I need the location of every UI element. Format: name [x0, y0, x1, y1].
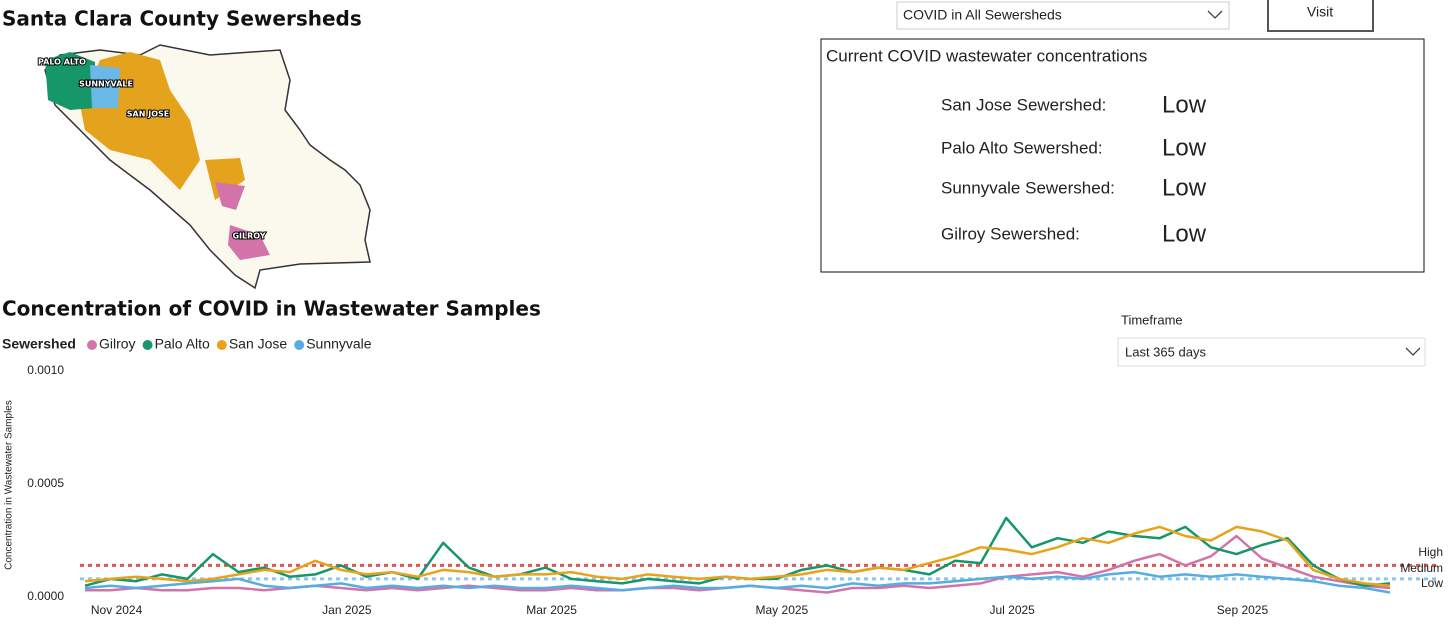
y-axis-label: Concentration in Wastewater Samples	[4, 400, 15, 570]
chevron[interactable]	[1207, 10, 1223, 19]
sewershed-name: Palo Alto Sewershed:	[941, 138, 1103, 157]
status-rows: San Jose Sewershed: Low Palo Alto Sewershe…	[941, 91, 1207, 247]
sewershed-name: Sunnyvale Sewershed:	[941, 178, 1115, 197]
x-tick-label: Mar 2025	[526, 603, 577, 617]
x-tick-label: Nov 2024	[91, 603, 143, 617]
status-box	[820, 38, 1425, 273]
y-tick-label: 0.0010	[27, 363, 64, 377]
threshold-label: Medium	[1400, 561, 1443, 575]
legend-marker	[142, 340, 153, 350]
visit-button[interactable]: Visit	[1267, 0, 1374, 32]
series-line	[84, 525, 1391, 587]
status-title: Current COVID wastewater concentrations	[826, 46, 1147, 65]
legend-marker	[294, 340, 305, 350]
legend-label: Palo Alto	[155, 336, 210, 352]
map-label: GILROY	[232, 232, 265, 241]
legend-marker	[87, 340, 97, 350]
legend-label: San Jose	[229, 336, 288, 352]
legend-label: Sunnyvale	[306, 336, 372, 352]
y-tick-label: 0.0005	[27, 476, 64, 490]
map-label: PALO ALTO	[38, 58, 86, 67]
concentration-level: Low	[1162, 174, 1207, 201]
button-label[interactable]: Visit	[1307, 4, 1333, 20]
dropdown-value[interactable]: Last 365 days	[1125, 344, 1206, 359]
chart-title: Concentration of COVID in Wastewater Sam…	[2, 297, 541, 321]
timeframe-label: Timeframe	[1121, 312, 1183, 327]
concentration-level: Low	[1162, 134, 1207, 161]
x-tick-label: Jul 2025	[989, 603, 1035, 617]
legend-marker	[216, 340, 227, 350]
dropdown-box[interactable]	[896, 1, 1230, 30]
legend-label: Gilroy	[99, 336, 136, 352]
x-tick-label: Sep 2025	[1217, 603, 1269, 617]
dropdown-value[interactable]: COVID in All Sewersheds	[903, 7, 1062, 23]
concentration-level: Low	[1162, 220, 1207, 247]
concentration-level: Low	[1162, 91, 1207, 118]
sewershed-dropdown[interactable]: COVID in All Sewersheds	[896, 1, 1230, 30]
y-tick-label: 0.0000	[27, 589, 64, 603]
x-tick-label: May 2025	[756, 603, 809, 617]
map-title: Santa Clara County Sewersheds	[2, 7, 362, 31]
timeframe-dropdown[interactable]: Last 365 days	[1117, 337, 1426, 367]
threshold-label: Low	[1421, 576, 1443, 590]
button-box[interactable]	[1267, 0, 1374, 32]
x-tick-label: Jan 2025	[322, 603, 372, 617]
map-label: SAN JOSE	[127, 110, 169, 119]
threshold-label: High	[1418, 545, 1443, 559]
series-line	[84, 570, 1391, 594]
dropdown-box[interactable]	[1117, 337, 1426, 367]
legend-title: Sewershed	[2, 336, 76, 352]
sewershed-name: San Jose Sewershed:	[941, 95, 1106, 114]
sewershed-name: Gilroy Sewershed:	[941, 224, 1080, 243]
map-label: SUNNYVALE	[79, 80, 133, 89]
county-map: PALO ALTO SUNNYVALE SAN JOSE GILROY	[37, 44, 371, 290]
chevron[interactable]	[1405, 347, 1421, 356]
